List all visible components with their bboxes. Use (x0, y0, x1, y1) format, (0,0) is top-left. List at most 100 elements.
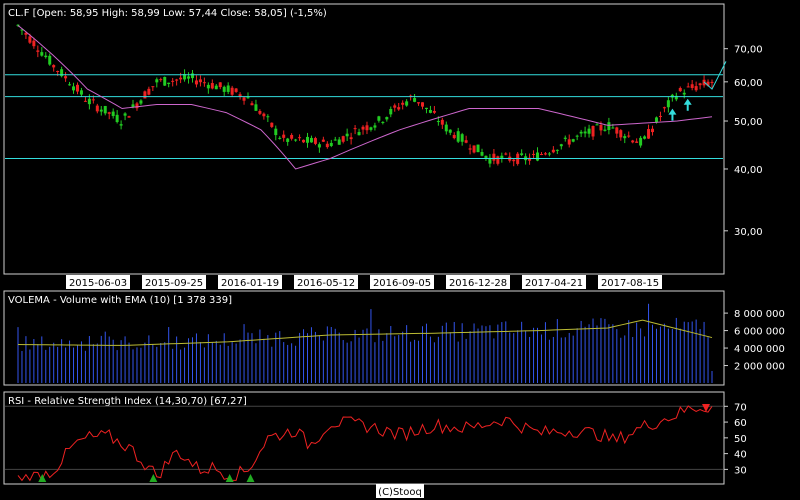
candle-body (68, 84, 72, 86)
candle-body (678, 88, 682, 92)
candle-body (460, 134, 464, 142)
candle-body (349, 137, 353, 140)
candle-body (682, 92, 686, 95)
candle-body (64, 76, 68, 79)
candle-body (520, 153, 524, 155)
candle-body (321, 139, 325, 142)
volume-y-tick-label: 8 000 000 (734, 309, 785, 320)
candle-body (424, 107, 428, 109)
candle-body (171, 80, 175, 82)
candle-body (222, 86, 226, 92)
rsi-buy-marker (149, 474, 158, 482)
candle-body (397, 107, 401, 110)
candle-body (250, 103, 254, 106)
candle-body (75, 84, 79, 92)
price-x-tick-box (66, 275, 130, 289)
candle-body (615, 127, 619, 134)
candle-body (282, 134, 286, 138)
price-y-axis: 30,00 40,00 50,00 60,00 70,00 (734, 45, 763, 238)
candle-body (72, 86, 76, 91)
candle-body (60, 69, 64, 77)
volume-y-tick-label: 2 000 000 (734, 362, 785, 373)
candle-body (198, 79, 202, 83)
candle-body (230, 87, 234, 95)
candle-body (563, 137, 567, 139)
candle-body (428, 109, 432, 113)
candle-body (337, 139, 341, 145)
candle-body (119, 124, 123, 126)
candle-body (448, 129, 452, 133)
candle-body (647, 129, 651, 139)
price-x-tick-box (142, 275, 206, 289)
candle-body (496, 156, 500, 164)
candle-body (179, 77, 183, 80)
candle-body (246, 97, 250, 99)
candle-body (151, 86, 155, 88)
volume-y-tick-label: 6 000 000 (734, 327, 785, 338)
candle-body (83, 100, 87, 102)
candle-body (345, 133, 349, 137)
candle-body (444, 124, 448, 132)
candle-body (599, 124, 603, 131)
candle-body (547, 153, 551, 155)
buy-signal-arrow (683, 98, 692, 111)
candle-body (377, 116, 381, 121)
price-y-tick-label: 60,00 (734, 78, 763, 89)
rsi-y-axis: 30 40 50 60 70 (724, 402, 747, 476)
candle-body (266, 116, 270, 118)
candle-body (500, 155, 504, 159)
candle-body (476, 144, 480, 153)
candle-body (329, 142, 333, 146)
rsi-markers (38, 404, 710, 482)
candle-body (690, 84, 694, 89)
candle-body (234, 88, 238, 92)
price-x-axis: 2015-06-03 2015-09-25 2016-01-19 2016-05-12… (66, 275, 662, 289)
candle-body (611, 127, 615, 129)
footer-box (376, 484, 424, 498)
candle-body (127, 116, 131, 118)
volume-y-tick-label: 4 000 000 (734, 344, 785, 355)
candle-body (389, 108, 393, 115)
rsi-y-tick-label: 60 (734, 418, 747, 429)
candle-body (468, 148, 472, 150)
candle-body (103, 105, 107, 114)
candle-body (662, 107, 666, 109)
candle-body (488, 157, 492, 164)
rsi-title: RSI - Relative Strength Index (14,30,70)… (8, 396, 247, 407)
price-x-tick-box (218, 275, 282, 289)
candle-body (131, 104, 135, 108)
candle-body (555, 149, 559, 151)
candle-body (190, 73, 194, 79)
price-x-tick-box (294, 275, 358, 289)
candle-body (567, 139, 571, 145)
price-grid (724, 48, 728, 232)
rsi-y-tick-label: 30 (734, 465, 747, 476)
candle-body (651, 128, 655, 133)
price-x-tick-box (598, 275, 662, 289)
price-x-tick-box (446, 275, 510, 289)
candle-body (36, 50, 40, 52)
candle-body (274, 128, 278, 136)
price-x-tick-box (522, 275, 586, 289)
candle-body (48, 55, 52, 65)
price-x-tick-box (370, 275, 434, 289)
candle-body (270, 122, 274, 127)
candle-body (305, 136, 309, 143)
copyright-footer: (C)Stooq (378, 487, 422, 498)
candle-body (464, 140, 468, 143)
candle-body (95, 105, 99, 112)
candle-body (436, 121, 440, 123)
candle-body (417, 102, 421, 104)
candle-body (91, 99, 95, 101)
candle-body (226, 85, 230, 92)
candle-body (512, 159, 516, 162)
price-title: CL.F [Open: 58,95 High: 58,99 Low: 57,44… (8, 8, 327, 19)
candle-body (452, 134, 456, 139)
candle-body (317, 144, 321, 148)
rsi-guides (5, 405, 723, 470)
candle-body (413, 98, 417, 102)
candle-body (56, 71, 60, 73)
candle-body (575, 135, 579, 137)
candle-body (202, 82, 206, 84)
